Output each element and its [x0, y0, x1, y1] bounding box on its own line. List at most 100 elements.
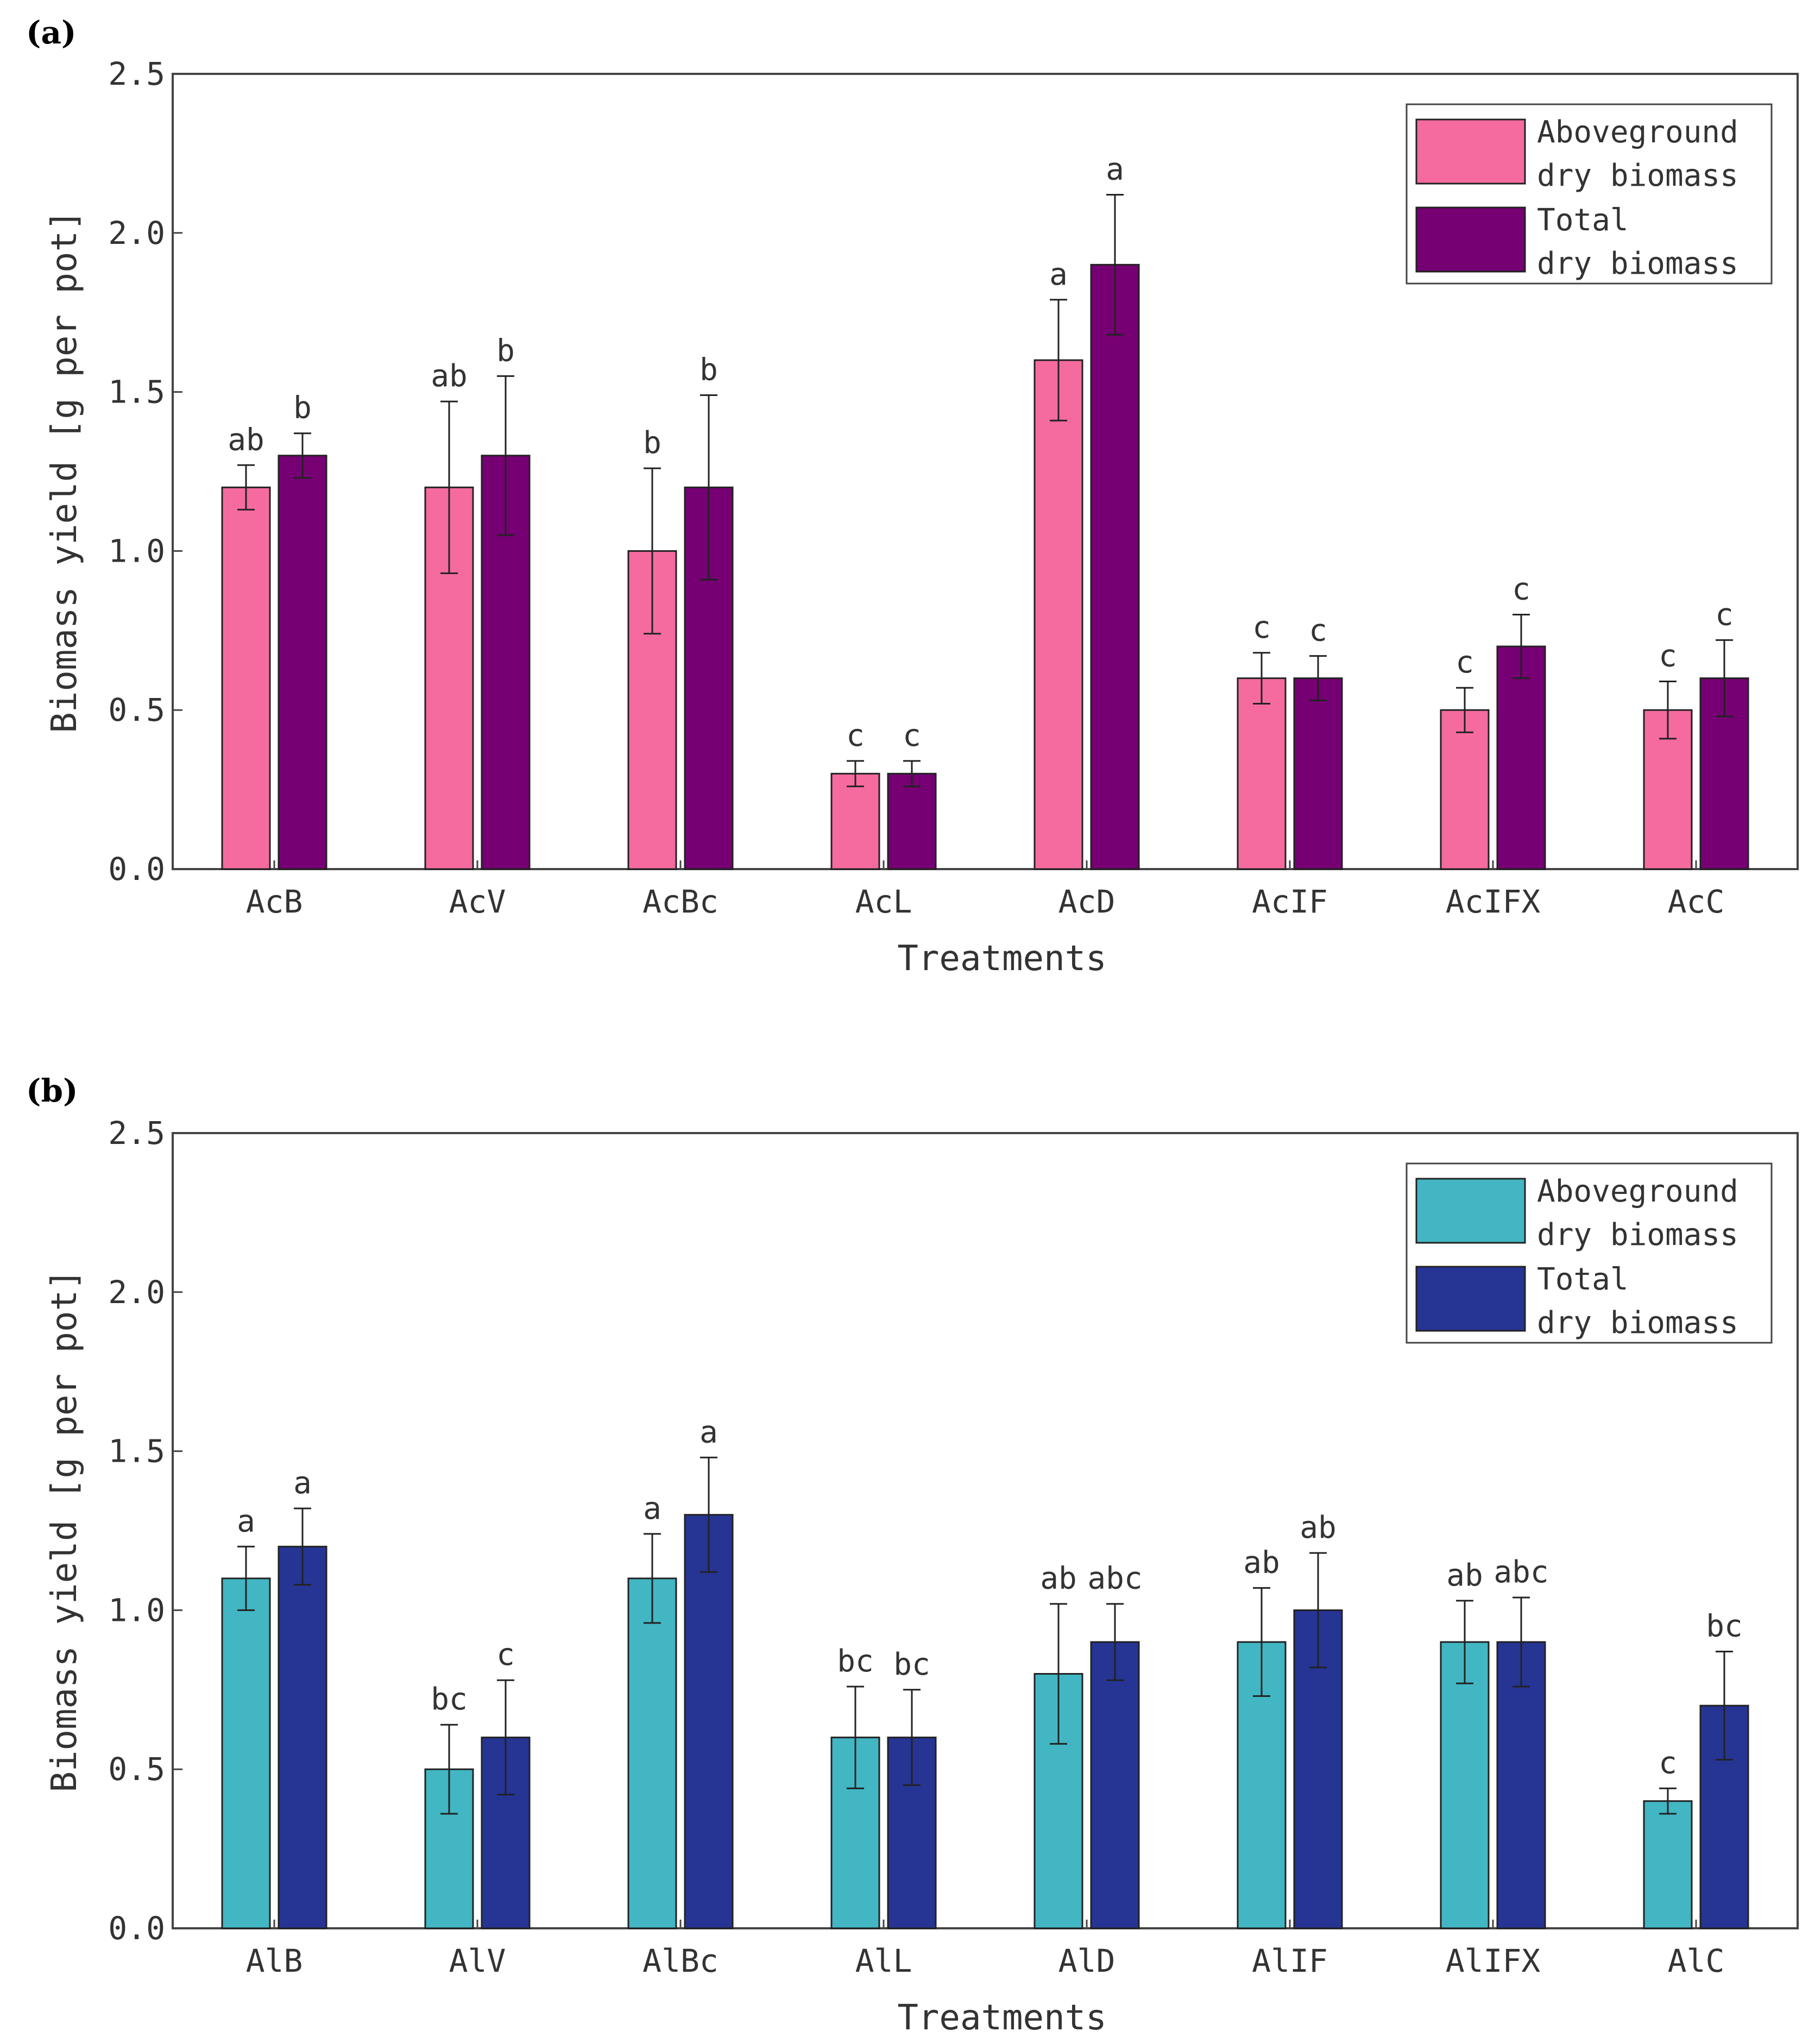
x-axis-ticks: AcB AcV AcBc AcL AcD AcIF AcIFX AcC	[246, 860, 1725, 920]
significance-letter: ab	[431, 359, 467, 394]
legend-label-aboveground-line1: Aboveground	[1537, 1174, 1738, 1209]
y-tick-label: 2.5	[108, 1115, 165, 1152]
x-tick-label: AlL	[855, 1942, 912, 1979]
legend-label-total-line2: dry biomass	[1537, 1305, 1738, 1341]
significance-letter: c	[1715, 597, 1734, 632]
bar-total	[887, 772, 937, 870]
x-axis-title: Treatments	[897, 939, 1106, 979]
x-tick-label: AlIF	[1252, 1942, 1328, 1979]
bar-total	[1090, 263, 1140, 870]
legend-label-total-line2: dry biomass	[1537, 246, 1738, 281]
significance-letter: b	[496, 333, 515, 368]
bar-total	[278, 455, 327, 870]
significance-letter: c	[1252, 610, 1271, 645]
x-tick-label: AlC	[1668, 1942, 1725, 1979]
y-tick-label: 1.5	[108, 374, 165, 411]
legend-swatch-aboveground	[1415, 118, 1526, 185]
bar-total	[684, 1514, 734, 1929]
bar-aboveground	[1440, 1641, 1490, 1929]
x-tick-label: AcIFX	[1446, 883, 1541, 920]
significance-letter: ab	[1300, 1510, 1336, 1545]
legend-swatch-aboveground	[1415, 1178, 1526, 1244]
y-tick-label: 1.0	[108, 1592, 165, 1628]
significance-letter: abc	[1493, 1555, 1548, 1590]
significance-letter: bc	[893, 1647, 930, 1682]
x-tick-label: AcV	[449, 883, 506, 920]
significance-letter: c	[1309, 613, 1327, 649]
significance-letter: ab	[1243, 1545, 1280, 1580]
bar-aboveground	[1237, 1641, 1287, 1929]
y-tick-label: 0.5	[108, 1751, 165, 1788]
significance-letter: a	[699, 1414, 718, 1450]
legend-label-total-line1: Total	[1537, 203, 1629, 238]
significance-letter: bc	[837, 1644, 873, 1679]
significance-letter: bc	[431, 1682, 467, 1717]
significance-letter: c	[1512, 572, 1530, 607]
significance-letter: ab	[228, 422, 264, 457]
y-tick-label: 2.0	[108, 215, 165, 251]
x-tick-label: AlBc	[642, 1942, 719, 1979]
y-tick-label: 2.0	[108, 1274, 165, 1311]
x-tick-label: AlIFX	[1446, 1942, 1541, 1979]
significance-letter: c	[903, 718, 921, 753]
x-tick-label: AcIF	[1252, 883, 1328, 920]
legend-label-aboveground-line2: dry biomass	[1537, 1217, 1738, 1253]
significance-letter: b	[643, 425, 661, 461]
bar-total	[278, 1545, 327, 1929]
x-axis-ticks: AlB AlV AlBc AlL AlD AlIF AlIFX AlC	[246, 1920, 1725, 1979]
y-tick-label: 1.5	[108, 1433, 165, 1470]
bar-total	[1293, 677, 1343, 870]
x-tick-label: AcC	[1668, 883, 1725, 920]
significance-letter: c	[1659, 1745, 1677, 1781]
x-tick-label: AcL	[855, 883, 912, 920]
legend-swatch-total	[1415, 1266, 1526, 1332]
significance-letter: a	[237, 1504, 255, 1539]
bar-aboveground	[221, 1577, 271, 1929]
bar-aboveground	[830, 772, 880, 870]
y-axis-title: Biomass yield [g per pot]	[45, 1269, 85, 1792]
y-tick-label: 0.5	[108, 691, 165, 728]
significance-letter: a	[1106, 152, 1124, 187]
bar-total	[1090, 1641, 1140, 1929]
legend-swatch-total	[1415, 206, 1526, 273]
bar-aboveground	[1440, 709, 1490, 870]
x-tick-label: AcB	[246, 883, 303, 920]
legend-label-total-line1: Total	[1537, 1262, 1629, 1297]
legend: Aboveground dry biomass Total dry biomas…	[1406, 103, 1773, 285]
significance-letter: a	[643, 1491, 661, 1526]
y-tick-label: 0.0	[108, 851, 165, 888]
y-tick-label: 2.5	[108, 55, 165, 92]
plot-frame	[172, 73, 1799, 870]
significance-letter: b	[293, 391, 312, 426]
x-axis-title: Treatments	[897, 1998, 1106, 2038]
bar-total	[1496, 645, 1546, 870]
y-tick-label: 1.0	[108, 532, 165, 569]
x-tick-label: AlV	[449, 1942, 506, 1979]
bar-total	[1496, 1641, 1546, 1929]
legend-label-aboveground-line1: Aboveground	[1537, 115, 1738, 150]
y-axis-title: Biomass yield [g per pot]	[45, 210, 85, 733]
significance-letter: c	[846, 718, 865, 753]
bar-aboveground	[1237, 677, 1287, 870]
x-tick-label: AlB	[246, 1942, 303, 1979]
panel-label: (a)	[26, 14, 76, 51]
y-axis-ticks: 0.0 0.5 1.0 1.5 2.0 2.5	[108, 55, 182, 888]
x-tick-label: AcD	[1058, 883, 1116, 920]
significance-letter: ab	[1040, 1561, 1076, 1596]
significance-letter: a	[293, 1466, 312, 1501]
legend: Aboveground dry biomass Total dry biomas…	[1406, 1162, 1773, 1344]
bar-aboveground	[1033, 359, 1083, 870]
y-axis-ticks: 0.0 0.5 1.0 1.5 2.0 2.5	[108, 1115, 182, 1947]
significance-letter: c	[1659, 638, 1677, 674]
significance-letter: a	[1049, 257, 1068, 292]
plot-frame	[172, 1132, 1799, 1929]
significance-letter: abc	[1087, 1561, 1142, 1596]
bar-aboveground	[627, 1577, 677, 1929]
significance-letter: b	[699, 352, 718, 387]
significance-letter: c	[1455, 645, 1474, 680]
significance-letter: ab	[1446, 1558, 1483, 1593]
